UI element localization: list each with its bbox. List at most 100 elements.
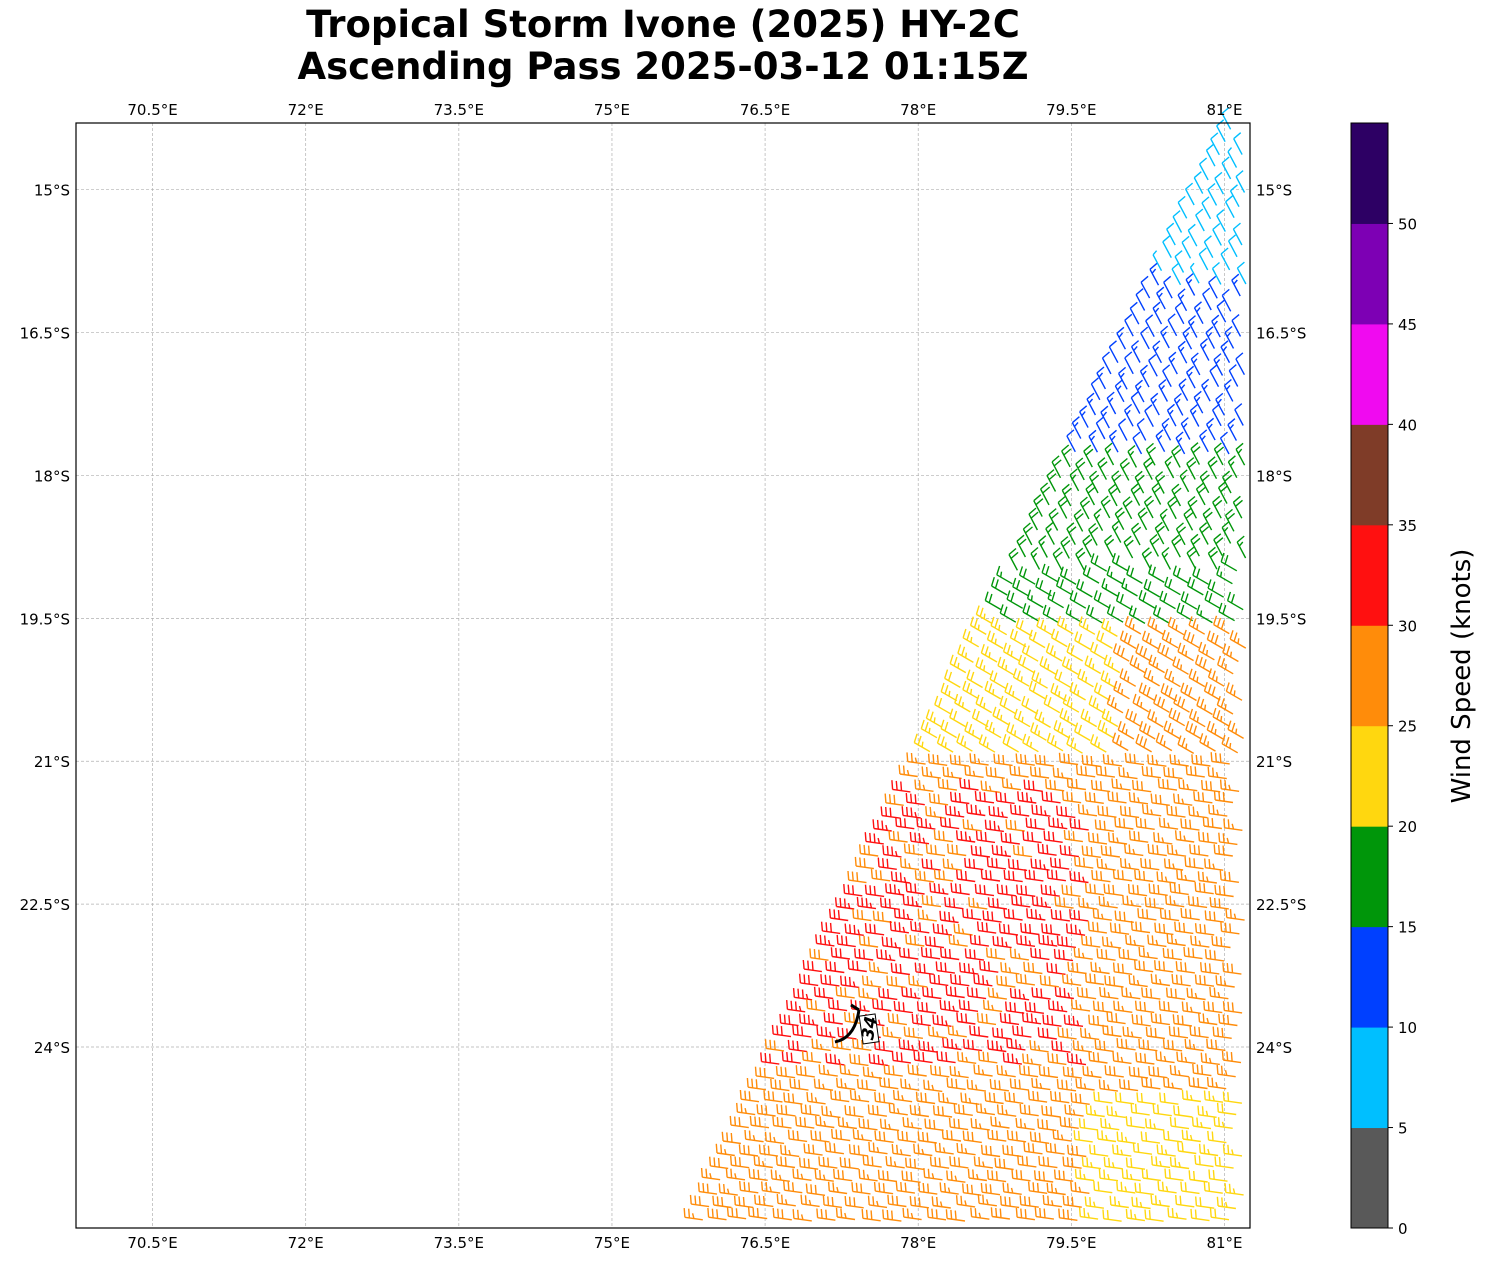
lat-tick-left: 15°S [34,182,70,200]
wind-barb [1173,694,1190,713]
wind-barb [1123,535,1134,559]
wind-barb-path [1140,1131,1160,1144]
wind-barb [1078,897,1098,910]
wind-barb-path [1207,668,1225,687]
wind-barb [1172,565,1190,585]
wind-barb-path [946,1077,966,1091]
wind-barb-path [969,934,989,947]
wind-barb-path [1101,936,1122,949]
center-label-box [858,1013,880,1045]
wind-barb [916,817,936,830]
wind-barb [1222,1091,1242,1104]
wind-barb-path [1001,777,1022,791]
colorbar-tick-label: 30 [1398,617,1417,635]
wind-barb-path [1209,897,1229,910]
wind-barb-path [1093,590,1111,609]
wind-barb-path [861,975,882,988]
colorbar-tick-label: 35 [1398,517,1417,535]
wind-barb [1062,694,1080,713]
wind-barb [739,1089,760,1103]
wind-barb [795,1065,815,1078]
wind-barb [1224,325,1235,349]
wind-barb-path [1118,948,1138,961]
wind-barb [1207,579,1225,598]
wind-barb [1074,856,1094,869]
wind-barb-path [1166,933,1186,947]
wind-barb [1006,590,1024,609]
wind-barb [1104,1065,1124,1078]
wind-barb-path [1090,779,1111,793]
wind-barb [833,1168,853,1182]
wind-barb [1219,779,1240,792]
wind-barb-path [879,897,900,910]
wind-barb-path [1169,1156,1190,1170]
wind-barb-path [870,869,891,882]
wind-barb-path [1166,805,1186,818]
wind-barb-path [1095,416,1106,440]
wind-barb-path [1089,641,1107,661]
wind-barb-path [964,721,981,741]
wind-barb-path [1000,962,1020,975]
wind-barb [1085,604,1103,624]
wind-barb [1129,301,1140,325]
wind-barb [1218,1013,1238,1027]
wind-barb [1150,973,1170,987]
wind-barb [1112,869,1133,882]
wind-barb [1130,391,1141,414]
wind-barb-path [893,1000,913,1014]
wind-barb [882,1209,902,1222]
wind-barb-path [902,1117,922,1130]
lon-tick-top: 75°E [594,101,630,119]
wind-barb-path [1163,858,1184,871]
wind-barb [1216,209,1226,232]
wind-barb [1156,1144,1176,1157]
wind-barb-path [1183,507,1194,531]
wind-barb [849,1053,869,1067]
wind-barb [1018,654,1035,674]
wind-barb [792,1025,812,1038]
wind-barb-path [792,1209,812,1222]
wind-barb [758,1144,779,1157]
wind-barb-path [1216,299,1227,323]
wind-barb [1031,895,1052,909]
wind-barb [985,766,1005,779]
wind-barb [1202,507,1213,531]
wind-barb [1019,1195,1039,1208]
lat-tick-right: 15°S [1256,182,1292,200]
wind-barb-path [957,644,974,664]
wind-barb [1152,340,1163,364]
wind-barb [1167,1207,1187,1220]
wind-barb-path [937,1092,958,1105]
wind-barb-path [989,1079,1009,1092]
wind-barb-path [1039,975,1059,988]
wind-barb-path [1194,654,1212,674]
wind-barb [955,830,976,843]
wind-barb [1006,1038,1026,1051]
wind-barb-path [730,1155,750,1169]
wind-barb [770,1078,790,1092]
wind-barb-path [923,1168,943,1181]
wind-barb-path [1052,767,1072,780]
wind-barb [1225,908,1245,921]
wind-barb-path [1194,1154,1214,1168]
wind-barb-path [748,1168,768,1181]
wind-barb-path [1191,1116,1212,1130]
wind-barb-path [889,921,909,934]
wind-barb [1094,819,1114,832]
wind-barb-path [956,1012,976,1025]
wind-barb-path [929,973,949,987]
wind-barb [1099,986,1119,1000]
wind-barb-path [969,616,987,636]
wind-barb-path [1132,779,1152,793]
wind-barb-path [959,962,979,975]
wind-barb [970,1207,990,1220]
wind-barb-path [1166,222,1176,246]
wind-barb-path [1112,643,1130,662]
wind-barb-path [1101,578,1118,597]
wind-barb [1205,326,1216,349]
wind-barb-path [1121,577,1138,597]
wind-barb-path [1083,444,1094,468]
wind-barb [792,1168,812,1181]
wind-barb-path [935,961,955,974]
wind-barb-path [976,921,997,934]
